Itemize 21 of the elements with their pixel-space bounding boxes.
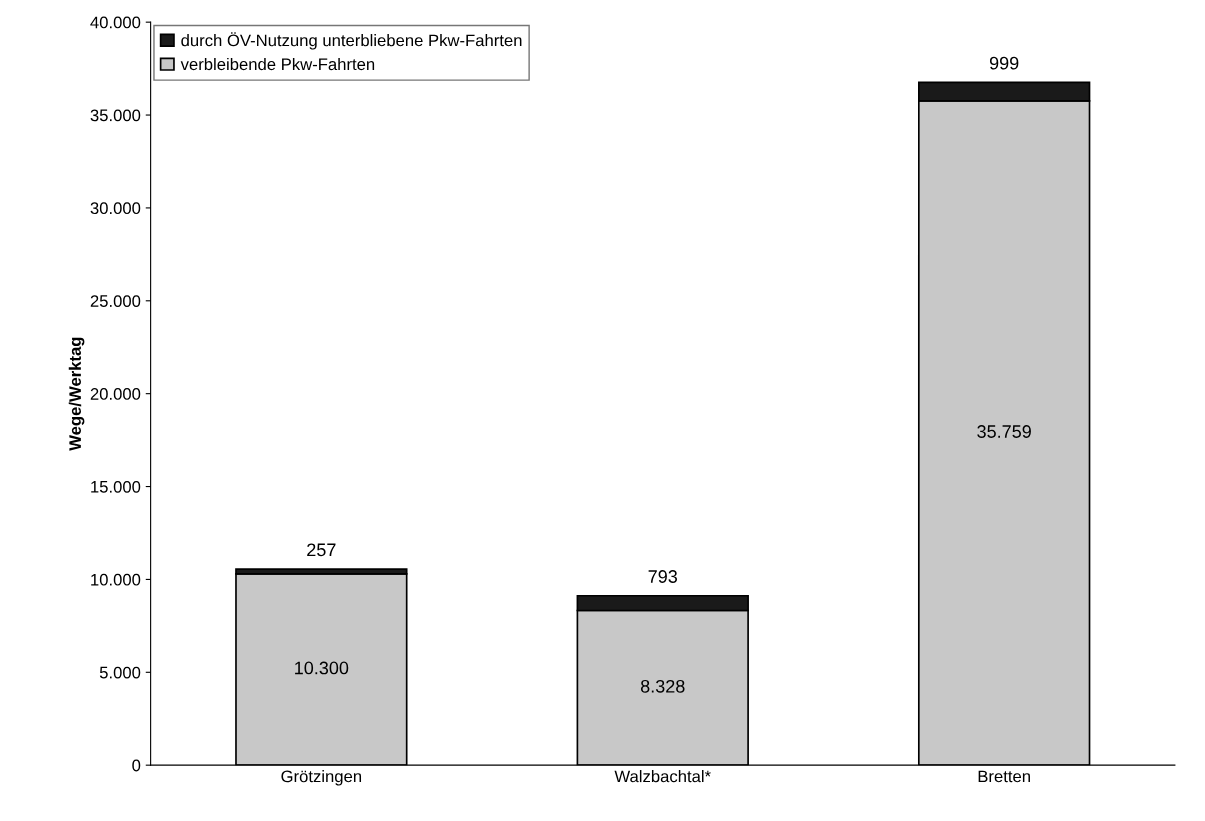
- data-label: 35.759: [977, 425, 1031, 438]
- x-tick-label: Grötzingen: [281, 770, 362, 786]
- y-tick-label: 30.000: [90, 202, 141, 215]
- y-tick-label: 5.000: [99, 666, 141, 679]
- x-tick-label: Walzbachtal*: [614, 770, 711, 783]
- data-label: 10.300: [295, 661, 349, 675]
- y-tick-label: 20.000: [90, 388, 141, 400]
- y-tick-label: 15.000: [91, 480, 141, 493]
- y-tick-label: 10.000: [91, 573, 141, 586]
- y-axis-title: Wege/Werktag: [68, 337, 85, 451]
- legend-label: verbleibende Pkw-Fahrten: [180, 57, 375, 71]
- y-tick-label: 35.000: [90, 109, 141, 122]
- data-label: 793: [648, 570, 678, 583]
- legend-label: durch ÖV-Nutzung unterbliebene Pkw-Fahrten: [181, 32, 522, 50]
- data-label: 257: [307, 543, 336, 557]
- y-tick-label: 0: [132, 759, 141, 772]
- data-label: 999: [989, 56, 1019, 70]
- y-tick-label: 25.000: [90, 295, 141, 307]
- y-tick-label: 40.000: [90, 16, 141, 29]
- data-label: 8.328: [640, 679, 685, 693]
- x-tick-label: Bretten: [978, 770, 1030, 783]
